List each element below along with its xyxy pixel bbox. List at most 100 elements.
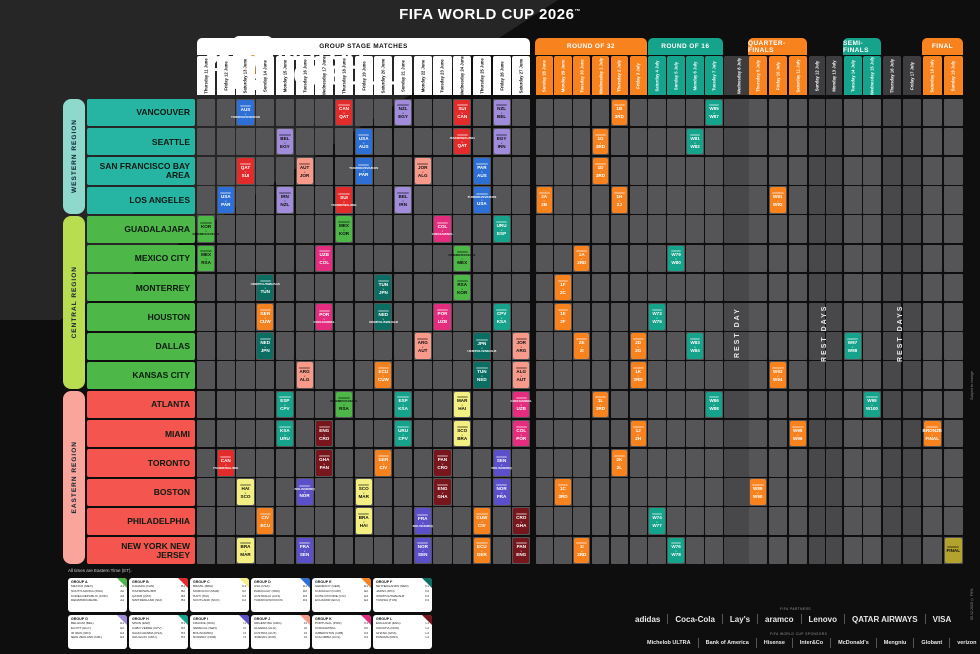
grid-cell bbox=[216, 98, 235, 127]
grid-cell bbox=[648, 332, 666, 360]
column-date-label: Saturday 4 July bbox=[654, 60, 660, 91]
team-code: W98 bbox=[847, 347, 858, 353]
column-date-label: Sunday 14 June bbox=[262, 59, 268, 92]
grid-cell bbox=[256, 478, 275, 506]
grid-cell bbox=[768, 536, 787, 565]
versus-separator: v bbox=[580, 549, 583, 554]
team-code: 1H bbox=[616, 193, 623, 199]
team-code: DEN/MKD/CZE/IRL bbox=[448, 253, 476, 258]
grid-cell bbox=[413, 390, 432, 419]
grid-cell bbox=[354, 244, 373, 273]
team-code: PAN bbox=[516, 544, 526, 550]
grid-cell bbox=[472, 419, 491, 448]
team-code: CAN bbox=[339, 106, 349, 112]
grid-cell bbox=[902, 302, 921, 331]
grid-cell bbox=[610, 419, 628, 448]
versus-separator: v bbox=[362, 520, 365, 525]
grid-cell bbox=[413, 478, 432, 506]
column-header: Tuesday 30 June bbox=[573, 56, 591, 95]
grid-cell bbox=[843, 419, 862, 448]
grid-cell bbox=[629, 390, 647, 419]
match-cell: FRA v BOL/SUR/IRQ bbox=[413, 508, 433, 534]
team-code: SCO bbox=[358, 485, 369, 491]
grid-cell bbox=[433, 273, 452, 302]
grid-cell bbox=[334, 332, 354, 360]
grid-cell bbox=[433, 98, 452, 127]
column-date-label: Friday 17 July bbox=[909, 61, 915, 90]
column-date-label: Thursday 9 July bbox=[755, 59, 761, 92]
grid-cell bbox=[573, 507, 591, 535]
grid-cell bbox=[453, 186, 472, 214]
grid-cell bbox=[591, 186, 610, 214]
column-header: Tuesday 7 July bbox=[705, 56, 723, 95]
grid-cell bbox=[492, 244, 511, 273]
team-code: UKR/POL/SWE/ALB bbox=[250, 282, 280, 287]
match-cell: UZB v COL bbox=[316, 245, 333, 272]
grid-cell bbox=[748, 302, 767, 331]
team-code: AUT bbox=[516, 377, 526, 383]
team-code: KSA bbox=[398, 406, 408, 412]
legend-group-H: GROUP H SPAIN (ESP) H1 CABO VERDE (CPV) H2 SA… bbox=[129, 615, 188, 649]
versus-separator: v bbox=[422, 169, 424, 174]
versus-separator: v bbox=[461, 111, 463, 116]
column-header: Saturday 27 June bbox=[512, 56, 531, 95]
team-code: SCO bbox=[240, 493, 251, 499]
grid-cell bbox=[843, 273, 862, 302]
grid-cell bbox=[216, 536, 235, 565]
match-cell: W86 v W88 bbox=[706, 391, 722, 418]
grid-cell bbox=[275, 273, 294, 302]
column-header: Saturday 18 July bbox=[922, 56, 942, 95]
sponsor-separator bbox=[830, 638, 832, 648]
versus-separator: v bbox=[520, 520, 523, 525]
grid-cell bbox=[591, 507, 610, 535]
grid-cell bbox=[295, 448, 314, 477]
grid-cell bbox=[788, 156, 807, 185]
grid-cell bbox=[788, 98, 807, 127]
column-header: Thursday 16 July bbox=[882, 56, 901, 95]
grid-cell bbox=[943, 361, 963, 389]
column-date-label: Friday 26 June bbox=[498, 60, 504, 91]
grid-cell bbox=[788, 390, 807, 419]
grid-cell bbox=[610, 478, 628, 506]
team-code: CIV bbox=[478, 523, 486, 529]
grid-cell bbox=[667, 478, 685, 506]
match-cell: ENG v GHA bbox=[434, 479, 451, 505]
match-cell: AUT v JOR bbox=[296, 157, 313, 184]
grid-cell bbox=[216, 244, 235, 273]
grid-cell bbox=[354, 273, 373, 302]
grid-cell bbox=[686, 186, 704, 214]
grid-cell bbox=[554, 507, 572, 535]
match-cell: TUR/ROU/SVK/KOS v PAR bbox=[349, 157, 378, 184]
grid-cell bbox=[275, 448, 294, 477]
grid-cell bbox=[724, 536, 753, 565]
column-header: Thursday 18 June bbox=[334, 56, 354, 95]
column-date-label: Monday 13 July bbox=[831, 59, 837, 92]
versus-separator: v bbox=[656, 520, 658, 525]
grid-cell bbox=[667, 507, 685, 535]
team-code: HAI bbox=[458, 406, 467, 412]
grid-cell bbox=[808, 215, 825, 243]
team-code: DEN/MKD/CZE/IRL bbox=[330, 399, 358, 404]
match-cell: KSA v URU bbox=[276, 420, 293, 447]
column-header: Monday 6 July bbox=[686, 56, 704, 95]
column-header: Friday 3 July bbox=[629, 56, 647, 95]
team-code: W82 bbox=[690, 143, 700, 149]
city-name: PHILADELPHIA bbox=[127, 516, 190, 527]
grid-cell bbox=[315, 215, 334, 243]
grid-cell bbox=[724, 156, 753, 185]
versus-separator: v bbox=[481, 549, 483, 554]
team-code: CPV bbox=[280, 406, 290, 412]
group-team-row: ITA/NIR/WAL/BIH B2 bbox=[132, 588, 185, 593]
team-code: GHA bbox=[437, 493, 448, 499]
city-name: ATLANTA bbox=[151, 399, 190, 410]
match-cell: DEN/MKD/CZE/IRL v RSA bbox=[330, 391, 358, 418]
sponsor-row-sponsors: Michelob ULTRA Bank of America Hisense Inte… bbox=[640, 638, 980, 648]
team-code: HAI bbox=[241, 485, 250, 491]
grid-cell bbox=[216, 507, 235, 535]
grid-cell bbox=[573, 448, 591, 477]
team-code: GER bbox=[260, 310, 271, 316]
grid-cell bbox=[705, 536, 723, 565]
group-title: GROUP K bbox=[315, 617, 332, 621]
grid-cell bbox=[256, 390, 275, 419]
grid-cell bbox=[354, 419, 373, 448]
